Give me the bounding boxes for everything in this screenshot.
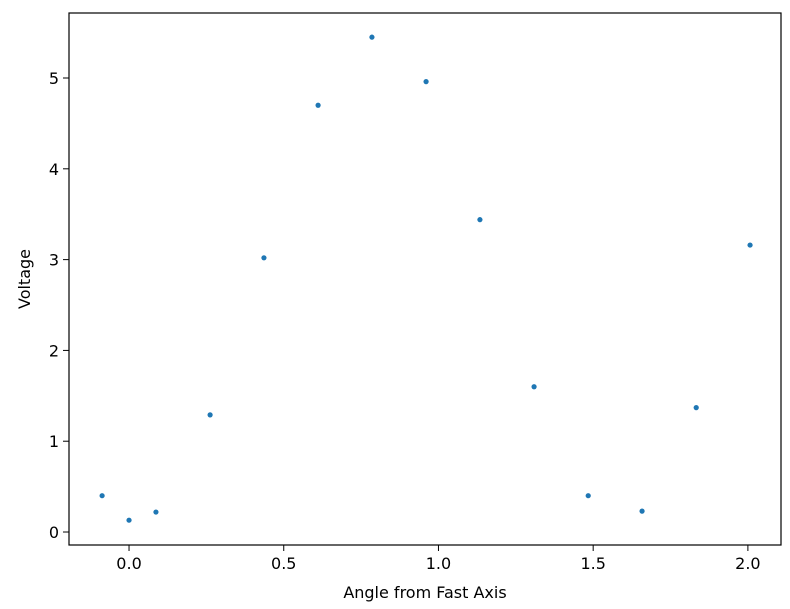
y-tick-label: 2 bbox=[49, 341, 59, 360]
plot-frame bbox=[68, 12, 782, 546]
point bbox=[261, 255, 267, 261]
point bbox=[126, 517, 132, 523]
point bbox=[639, 508, 645, 514]
point bbox=[585, 493, 591, 499]
x-tick-label: 0.0 bbox=[116, 554, 141, 573]
point bbox=[315, 102, 321, 108]
y-tick-label: 5 bbox=[49, 69, 59, 88]
point bbox=[153, 509, 159, 515]
point bbox=[477, 217, 483, 223]
y-tick-label: 4 bbox=[49, 160, 59, 179]
x-tick-label: 1.0 bbox=[426, 554, 451, 573]
point bbox=[423, 79, 429, 85]
y-tick-label: 1 bbox=[49, 432, 59, 451]
point bbox=[693, 405, 699, 411]
point bbox=[369, 34, 375, 40]
x-axis-label: Angle from Fast Axis bbox=[343, 583, 506, 602]
point bbox=[207, 412, 213, 418]
point bbox=[99, 493, 105, 499]
x-tick-label: 0.5 bbox=[271, 554, 296, 573]
x-tick-label: 2.0 bbox=[735, 554, 760, 573]
y-axis-label: Voltage bbox=[15, 249, 34, 309]
x-tick-label: 1.5 bbox=[580, 554, 605, 573]
point bbox=[747, 242, 753, 248]
point bbox=[531, 384, 537, 390]
y-tick-label: 3 bbox=[49, 251, 59, 270]
y-tick-label: 0 bbox=[49, 523, 59, 542]
